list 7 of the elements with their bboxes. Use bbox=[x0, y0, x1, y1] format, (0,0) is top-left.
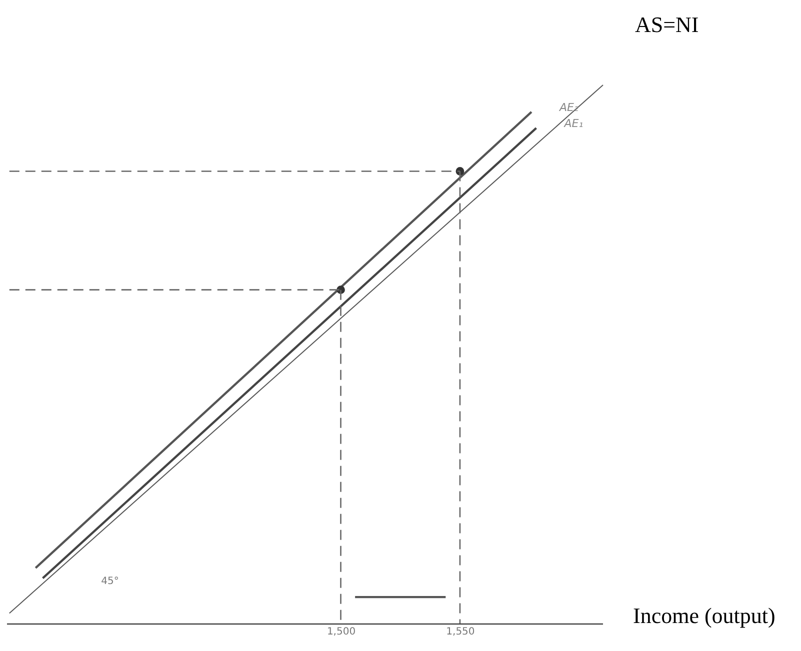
annotation: 45° bbox=[101, 576, 119, 587]
x-tick-label: 1,550 bbox=[446, 626, 475, 638]
text: AE₁ bbox=[563, 117, 584, 130]
x-tick-label: 1,500 bbox=[326, 626, 356, 638]
x-axis-title: Income (output) bbox=[633, 603, 776, 628]
text: AE₂ bbox=[558, 100, 579, 114]
text: AS=NI bbox=[635, 12, 699, 37]
